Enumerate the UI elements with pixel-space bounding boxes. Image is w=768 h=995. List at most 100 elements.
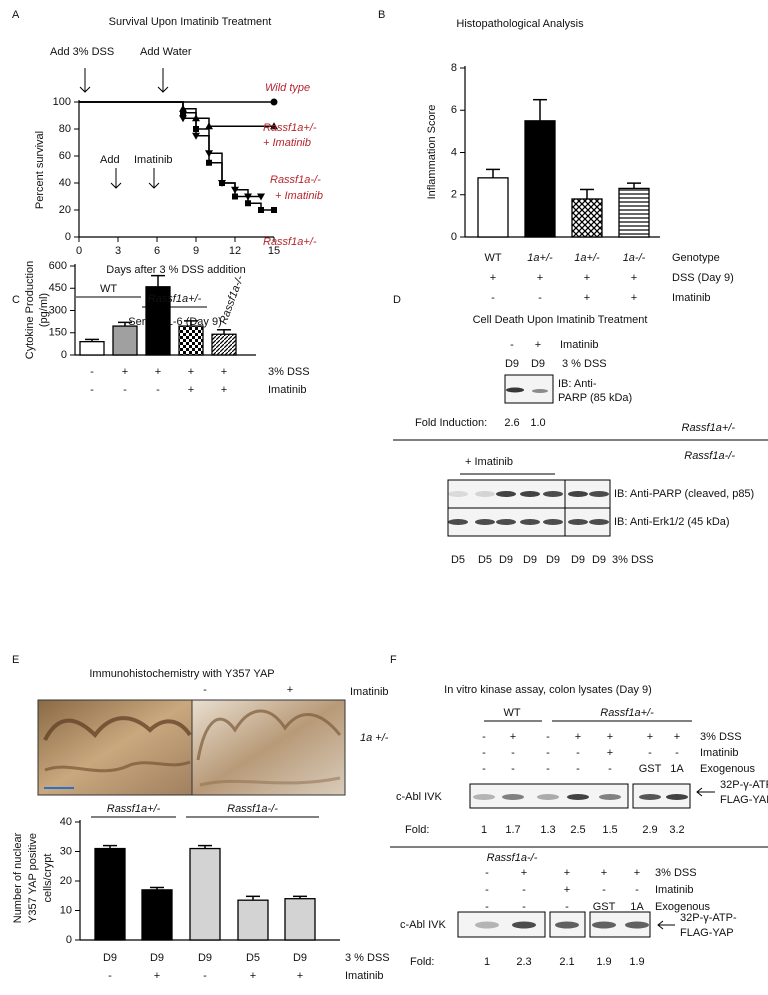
row-label: Imatinib xyxy=(700,747,739,759)
group-label: Rassf1a+/- xyxy=(107,803,161,815)
condition-value: - xyxy=(522,901,526,913)
condition-value: - xyxy=(675,747,679,759)
condition-value: + xyxy=(521,867,527,879)
band xyxy=(625,921,649,929)
panel-letter: C xyxy=(12,294,20,306)
panel-letter: A xyxy=(12,9,20,21)
series-label: Rassf1a-/- xyxy=(270,174,321,186)
marker xyxy=(179,115,187,123)
panel-letter: B xyxy=(378,9,385,21)
condition-value: + xyxy=(647,731,653,743)
bar xyxy=(189,847,221,941)
y-axis-label: Cytokine Production xyxy=(24,261,36,359)
group-label: Rassf1a+/- xyxy=(600,707,654,719)
condition-value: - xyxy=(156,384,160,396)
row-label: 3 % DSS xyxy=(562,358,607,370)
category-label: 1a+/- xyxy=(527,252,553,264)
condition-value: D5 xyxy=(478,554,492,566)
condition-value: - xyxy=(108,970,112,982)
y-tick-label: 0 xyxy=(451,231,457,243)
condition-value: + xyxy=(122,366,128,378)
condition-value: - xyxy=(90,366,94,378)
fold-value: 1.7 xyxy=(505,824,520,836)
bar xyxy=(284,898,316,941)
condition-value: - xyxy=(538,292,542,304)
survival-line xyxy=(79,101,274,211)
condition-value: + xyxy=(607,731,613,743)
condition-value: + xyxy=(221,384,227,396)
marker xyxy=(270,122,278,130)
fold-value: 1.9 xyxy=(629,956,644,968)
marker xyxy=(192,132,200,140)
band xyxy=(543,519,563,525)
band xyxy=(532,389,548,393)
row-label: 3% DSS xyxy=(268,366,310,378)
bar xyxy=(145,286,171,356)
condition-value: D9 xyxy=(571,554,585,566)
condition-value: + xyxy=(490,272,496,284)
fold-value: 2.5 xyxy=(570,824,585,836)
condition-value: + xyxy=(674,731,680,743)
category-label: WT xyxy=(484,252,501,264)
condition-value: - xyxy=(123,384,127,396)
row-label: Imatinib xyxy=(672,292,711,304)
condition-value: D5 xyxy=(451,554,465,566)
band xyxy=(496,491,516,497)
condition-value: - xyxy=(602,884,606,896)
band xyxy=(448,491,468,497)
group-label: WT xyxy=(100,283,117,295)
annotation: Add Water xyxy=(140,46,192,58)
fold-value: 2.6 xyxy=(504,417,519,429)
y-tick-label: 100 xyxy=(53,96,71,108)
condition-value: - xyxy=(485,901,489,913)
marker xyxy=(270,98,278,106)
group-label: Rassf1a-/- xyxy=(227,803,278,815)
condition-value: - xyxy=(635,884,639,896)
chart-title: Histopathological Analysis xyxy=(456,18,584,30)
bar xyxy=(571,198,603,238)
row-label: 3% DSS xyxy=(700,731,742,743)
x-tick-label: 3 xyxy=(115,245,121,257)
substrate-label: FLAG-YAP xyxy=(680,927,734,939)
condition-value: D9 xyxy=(592,554,606,566)
ib-label: IB: Anti-Erk1/2 (45 kDa) xyxy=(614,516,730,528)
condition-value: - xyxy=(546,731,550,743)
condition-value: - xyxy=(565,901,569,913)
marker xyxy=(257,193,265,201)
marker xyxy=(258,207,264,213)
band xyxy=(589,519,609,525)
condition-value: D9 xyxy=(198,952,212,964)
row-label: Imatinib xyxy=(655,884,694,896)
genotype-label: Rassf1a-/- xyxy=(684,450,735,462)
condition-value: + xyxy=(535,339,541,351)
genotype-label: Rassf1a+/- xyxy=(682,422,736,434)
condition-value: + xyxy=(537,272,543,284)
condition-value: + xyxy=(155,366,161,378)
condition-value: + xyxy=(250,970,256,982)
ib-label: PARP (85 kDa) xyxy=(558,392,632,404)
fold-value: 2.9 xyxy=(642,824,657,836)
y-axis-label: Number of nuclear xyxy=(12,832,24,923)
condition-value: - xyxy=(522,884,526,896)
fold-value: 2.3 xyxy=(516,956,531,968)
annotation: Imatinib xyxy=(134,154,173,166)
x-tick-label: 0 xyxy=(76,245,82,257)
bar xyxy=(141,889,173,941)
panel-title: Cell Death Upon Imatinib Treatment xyxy=(473,314,648,326)
y-tick-label: 20 xyxy=(59,204,71,216)
series-label: Wild type xyxy=(265,82,310,94)
fold-label: Fold: xyxy=(405,824,429,836)
bar xyxy=(618,187,650,238)
bar xyxy=(178,325,204,356)
chart-title: Survival Upon Imatinib Treatment xyxy=(109,16,272,28)
panel-title: In vitro kinase assay, colon lysates (Da… xyxy=(444,684,652,696)
ib-label: IB: Anti- xyxy=(558,378,597,390)
condition-value: D9 xyxy=(523,554,537,566)
row-label: 3% DSS xyxy=(612,554,654,566)
band xyxy=(592,921,616,929)
marker xyxy=(232,193,238,200)
condition-value: - xyxy=(576,763,580,775)
panel-letter: E xyxy=(12,654,19,666)
group-label: Rassf1a+/- xyxy=(148,293,202,305)
